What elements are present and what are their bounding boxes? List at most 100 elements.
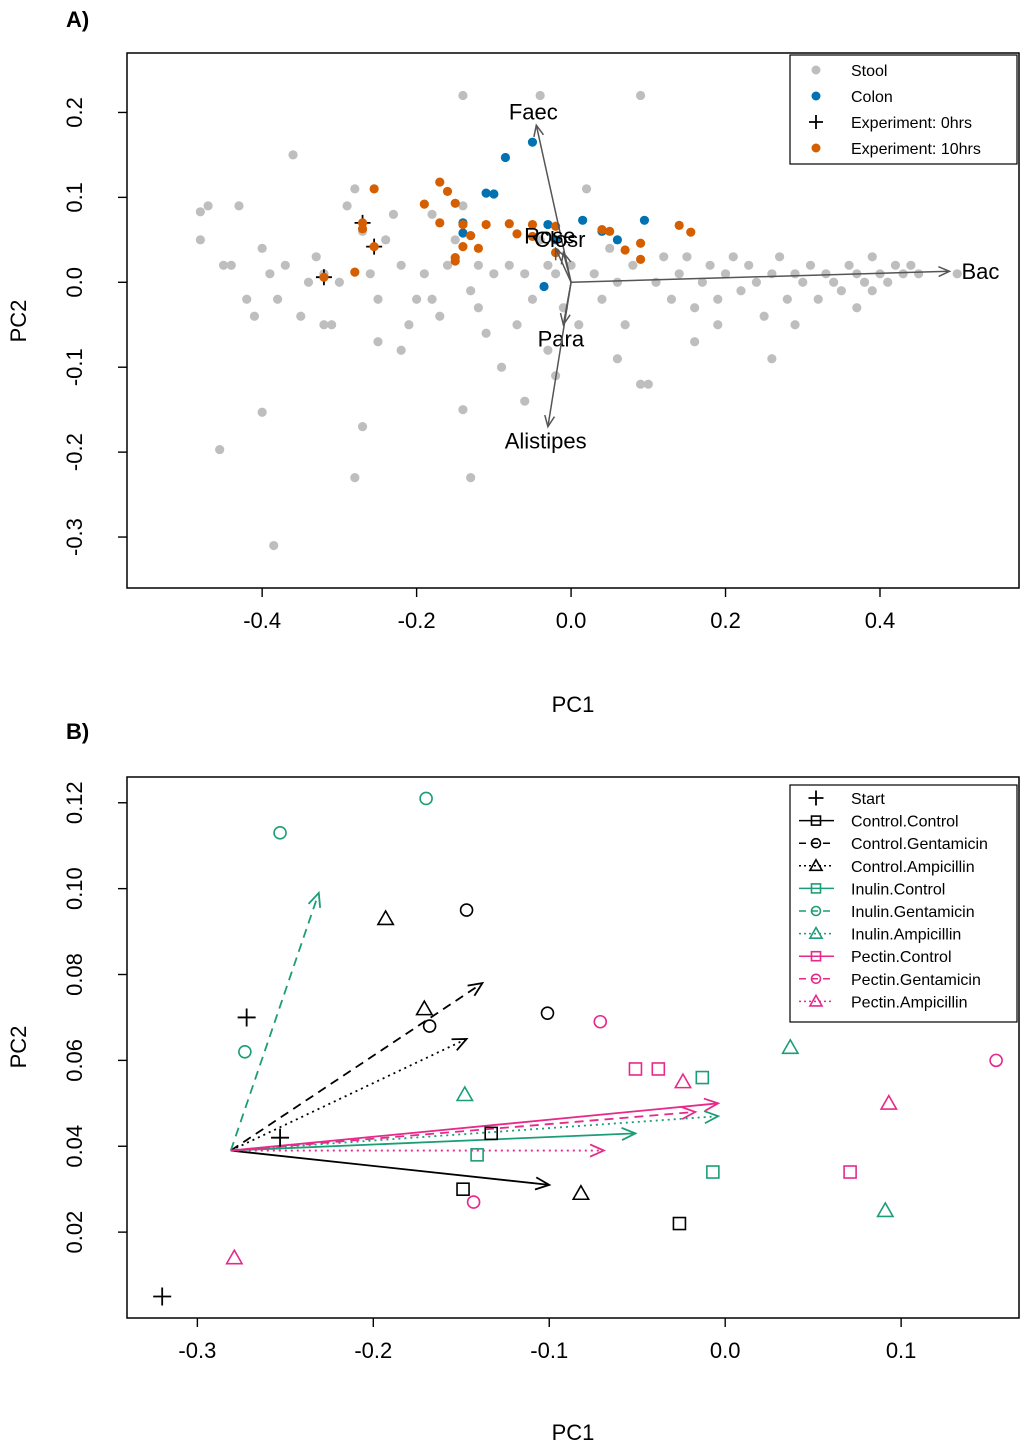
point-experiment-10hrs xyxy=(350,267,360,277)
panel-a-x-tick-label: 0.4 xyxy=(865,608,896,633)
panel-a-x-tick-label: 0.2 xyxy=(710,608,741,633)
point-control-gentamicin xyxy=(459,903,474,917)
loading-label-closr: Closr xyxy=(534,227,585,252)
point-experiment-10hrs xyxy=(527,219,538,230)
point-experiment-10hrs xyxy=(686,227,696,237)
point-inulin-ampicillin xyxy=(781,1038,800,1055)
point-stool xyxy=(373,294,383,304)
point-experiment-10hrs xyxy=(597,225,607,235)
arrowhead-control-control xyxy=(534,1176,552,1191)
point-control-ampicillin xyxy=(376,909,395,926)
point-stool xyxy=(527,294,538,304)
point-stool xyxy=(859,277,870,287)
loading-label-rose: Rose xyxy=(524,224,575,249)
legend-marker-inulin-ampicillin xyxy=(808,925,824,939)
panel-a-legend: Stool Colon Experiment: 0hrs Experiment: 10… xyxy=(789,54,1018,165)
point-experiment-10hrs xyxy=(473,243,483,253)
panel-b-y-tick-label: 0.06 xyxy=(62,1039,87,1082)
point-experiment-10hrs xyxy=(466,230,476,241)
legend-marker-pectin-gentamicin xyxy=(810,973,822,985)
point-pectin-ampicillin xyxy=(673,1072,693,1089)
panel-a-y-tick-label: 0.2 xyxy=(62,97,87,128)
point-inulin-control xyxy=(706,1165,720,1179)
point-stool xyxy=(473,303,483,313)
point-experiment-10hrs xyxy=(512,229,522,239)
point-stool xyxy=(195,207,205,217)
point-stool xyxy=(713,320,723,330)
arrow-inulin-ampicillin xyxy=(230,1115,719,1152)
point-pectin-gentamicin xyxy=(593,1014,608,1029)
point-start xyxy=(153,1287,172,1306)
arrowhead-inulin-gentamicin xyxy=(307,890,322,908)
point-stool xyxy=(496,362,507,372)
panel-b-plot-frame xyxy=(126,776,1020,1319)
panel-b-y-tick-label: 0.12 xyxy=(62,781,87,824)
loading-arrowhead-bac xyxy=(938,265,952,278)
point-stool xyxy=(450,235,460,245)
point-stool xyxy=(829,277,839,287)
point-pectin-gentamicin xyxy=(466,1195,481,1209)
point-stool xyxy=(412,294,422,304)
point-inulin-control xyxy=(470,1148,484,1162)
loading-label-bac: Bac xyxy=(961,259,999,284)
point-colon xyxy=(500,152,511,163)
legend-label-experiment-10hrs: Experiment: 10hrs xyxy=(851,141,981,158)
point-experiment-10hrs xyxy=(369,184,379,194)
point-colon xyxy=(612,235,623,245)
legend-marker-pectin-control xyxy=(810,950,822,962)
point-control-ampicillin xyxy=(415,999,434,1016)
loading-arrow-bac xyxy=(571,270,950,284)
point-stool xyxy=(350,184,360,194)
panel-a-y-tick-label: 0.0 xyxy=(62,267,87,298)
panel-b-axes: -0.3 -0.2 -0.1 0.0 0.1 0.02 0.04 0.06 0.08 0.10 0.… xyxy=(62,781,916,1363)
legend-marker-control-gentamicin xyxy=(810,837,822,849)
point-stool xyxy=(272,294,283,304)
legend-marker-pectin-ampicillin xyxy=(808,993,824,1007)
point-stool xyxy=(242,294,252,304)
point-experiment-10hrs xyxy=(481,219,491,230)
point-stool xyxy=(234,201,244,211)
arrowhead-control-ampicillin xyxy=(451,1037,469,1051)
panel-a-axes: -0.4 -0.2 0.0 0.2 0.4 -0.3 -0.2 -0.1 0.0 0.1 0.2 xyxy=(62,97,895,633)
point-control-ampicillin xyxy=(571,1184,590,1201)
point-stool xyxy=(805,260,816,270)
panel-a-x-tick-label: 0.0 xyxy=(556,608,587,633)
arrow-control-gentamicin xyxy=(230,982,483,1152)
panel-a-x-tick-label: -0.2 xyxy=(398,608,436,633)
point-stool xyxy=(736,286,746,296)
point-stool xyxy=(782,294,792,304)
point-stool xyxy=(690,303,700,313)
point-experiment-10hrs xyxy=(419,199,429,209)
point-stool xyxy=(759,311,769,321)
point-stool xyxy=(720,269,731,279)
point-stool xyxy=(620,320,630,330)
point-stool xyxy=(327,320,337,330)
point-colon xyxy=(489,189,499,199)
legend-label-control-control: Control.Control xyxy=(851,814,959,831)
legend-label-pectin-control: Pectin.Control xyxy=(851,949,952,966)
point-stool xyxy=(473,260,483,270)
point-stool xyxy=(798,277,808,287)
loading-arrowhead-alistipes xyxy=(544,414,556,429)
point-stool xyxy=(203,201,213,211)
point-stool xyxy=(280,260,290,270)
loading-arrow-alistipes xyxy=(547,282,572,427)
point-experiment-10hrs xyxy=(635,238,646,248)
point-stool xyxy=(226,260,236,270)
point-colon xyxy=(578,215,588,225)
point-stool xyxy=(581,184,592,194)
point-stool xyxy=(504,260,514,270)
point-stool xyxy=(466,473,476,483)
legend-label-start: Start xyxy=(851,791,885,808)
point-stool xyxy=(334,277,344,287)
point-stool xyxy=(215,444,225,455)
point-stool xyxy=(682,252,692,262)
panel-a-legend-box xyxy=(789,54,1018,165)
legend-label-inulin-control: Inulin.Control xyxy=(851,881,945,898)
legend-marker-inulin-control xyxy=(810,883,822,894)
point-stool xyxy=(543,260,553,270)
panel-b-y-tick-label: 0.10 xyxy=(62,867,87,910)
arrowhead-control-gentamicin xyxy=(467,981,485,997)
point-inulin-ampicillin xyxy=(455,1085,474,1102)
